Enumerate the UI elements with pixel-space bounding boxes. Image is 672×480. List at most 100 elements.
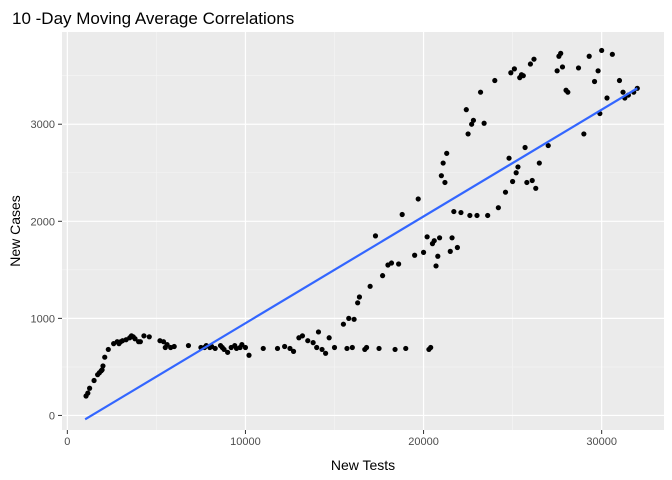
data-point [508, 70, 514, 76]
y-axis-ticks: 0 1000 2000 3000 [31, 119, 62, 422]
data-point [435, 253, 441, 259]
x-tick-label: 0 [64, 436, 70, 448]
data-point [319, 346, 325, 353]
data-point [586, 53, 592, 59]
data-point [447, 248, 453, 254]
data-point [581, 131, 587, 137]
data-point [527, 61, 534, 67]
data-point [440, 160, 446, 166]
data-point [141, 333, 147, 339]
data-point [346, 315, 352, 321]
data-point [137, 339, 143, 345]
data-point [290, 348, 297, 354]
data-point [442, 179, 448, 186]
trend-line-group [84, 87, 638, 421]
data-point [449, 235, 455, 241]
data-point [599, 47, 605, 54]
data-point [225, 349, 231, 355]
data-point [558, 50, 564, 56]
data-point [536, 160, 542, 166]
data-point [415, 196, 421, 202]
data-point [495, 205, 501, 211]
data-point [326, 335, 332, 341]
data-point [146, 334, 152, 340]
data-point [344, 345, 350, 352]
data-point [433, 263, 439, 269]
data-point [85, 390, 91, 396]
data-point [246, 352, 252, 358]
data-point [428, 344, 434, 351]
data-point [388, 260, 395, 266]
data-point [396, 261, 402, 267]
data-point [356, 294, 363, 300]
data-point [524, 179, 530, 186]
data-point [533, 185, 539, 191]
y-tick-label: 1000 [31, 313, 55, 325]
chart-title: 10 -Day Moving Average Correlations [12, 9, 294, 28]
data-point [91, 377, 97, 384]
data-point [554, 68, 560, 74]
data-point [469, 121, 475, 127]
x-axis-ticks: 0 10000 20000 30000 [64, 430, 617, 448]
y-tick-label: 3000 [31, 119, 55, 131]
data-point [465, 131, 471, 137]
data-point [510, 178, 516, 185]
data-point [513, 170, 519, 176]
data-point [282, 343, 288, 350]
data-point [436, 235, 443, 241]
data-point [529, 177, 535, 184]
y-tick-label: 2000 [31, 216, 55, 228]
data-point [376, 345, 382, 352]
y-tick-label: 0 [49, 410, 55, 422]
data-point [239, 341, 245, 348]
linear-fit-line [84, 87, 638, 421]
data-point [616, 77, 623, 84]
data-point [221, 346, 227, 353]
x-axis-title: New Tests [331, 457, 395, 473]
data-point [431, 238, 437, 244]
data-point [363, 344, 370, 351]
data-point [511, 66, 517, 72]
data-point [604, 95, 610, 101]
data-point [515, 164, 521, 170]
data-point [399, 211, 405, 218]
data-point [424, 234, 430, 240]
data-point [412, 252, 418, 258]
data-point [485, 212, 491, 219]
data-point [502, 189, 509, 195]
data-point [565, 89, 571, 95]
data-point [392, 346, 398, 353]
data-point [299, 333, 306, 339]
data-point [372, 233, 379, 239]
data-point [438, 173, 444, 179]
data-point [287, 345, 293, 352]
data-point [100, 363, 106, 369]
data-point [340, 321, 347, 327]
data-point [314, 344, 320, 351]
data-point [160, 339, 167, 345]
data-point [444, 150, 450, 156]
x-tick-label: 10000 [230, 436, 261, 448]
data-point [322, 350, 329, 356]
data-point [520, 73, 526, 79]
data-point [420, 249, 427, 255]
data-point [470, 117, 477, 123]
major-gridlines [62, 32, 664, 430]
data-point [164, 341, 170, 348]
data-point [379, 273, 386, 279]
x-tick-label: 20000 [408, 436, 439, 448]
data-point [87, 385, 93, 391]
data-point [171, 343, 177, 350]
data-point [310, 340, 316, 346]
data-point [467, 212, 473, 219]
data-point [595, 68, 601, 74]
data-point [451, 208, 457, 215]
minor-gridlines [62, 32, 664, 430]
data-point [545, 142, 551, 149]
data-points [83, 47, 640, 399]
data-point [367, 283, 373, 289]
data-point [185, 342, 192, 349]
data-point [477, 89, 484, 95]
data-point [132, 336, 138, 342]
